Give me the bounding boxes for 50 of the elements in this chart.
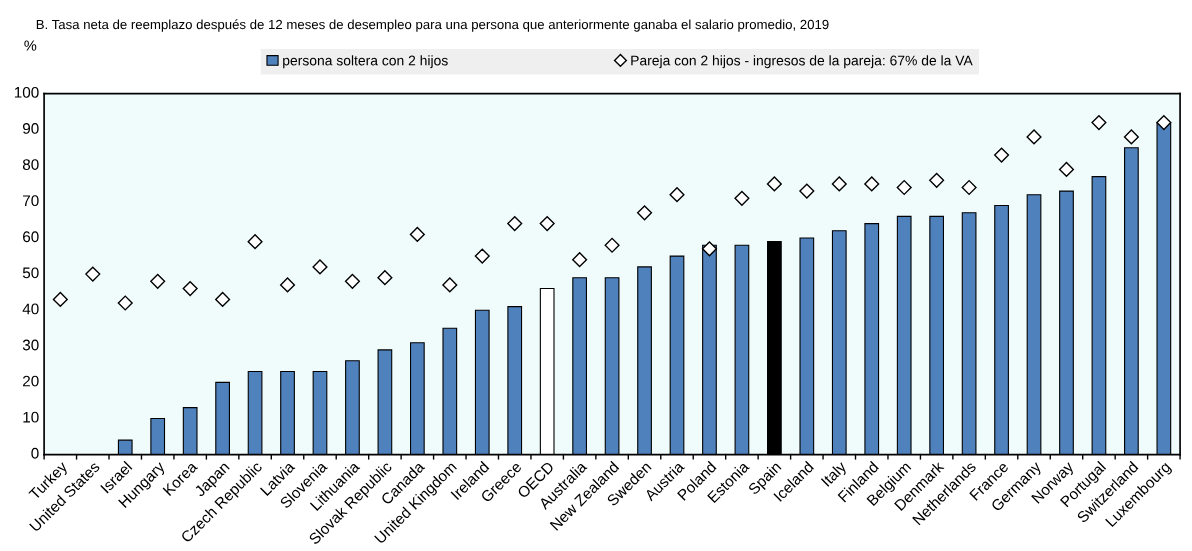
- point: [150, 273, 166, 289]
- y-tick-label: 70: [23, 195, 39, 207]
- point: [1091, 114, 1107, 131]
- y-tick-label: 20: [23, 375, 39, 387]
- point: [766, 176, 782, 192]
- point: [474, 248, 490, 264]
- point: [247, 234, 263, 250]
- point: [993, 147, 1010, 163]
- point: [929, 172, 945, 188]
- y-axis-title: %: [24, 40, 37, 51]
- y-tick-label: 40: [22, 303, 39, 315]
- y-tick-label: 90: [22, 123, 39, 134]
- y-tick-label: 30: [22, 339, 39, 351]
- y-tick-label: 100: [14, 86, 39, 98]
- legend-label: Pareja con 2 hijos - ingresos de la pareja: 67% de la VA: [631, 55, 973, 69]
- point: [1156, 114, 1172, 131]
- y-tick-label: 80: [22, 159, 39, 170]
- point: [604, 237, 620, 253]
- point: [1123, 129, 1139, 145]
- point: [377, 270, 393, 286]
- point: [279, 277, 296, 293]
- y-tick-label: 10: [23, 411, 39, 423]
- y-tick-label: 50: [22, 267, 39, 279]
- point: [1058, 161, 1075, 178]
- point: [572, 252, 588, 268]
- point: [734, 190, 750, 206]
- legend-label: persona soltera con 2 hijos: [283, 55, 448, 69]
- point: [864, 176, 880, 192]
- point: [669, 187, 685, 203]
- point: [507, 216, 523, 232]
- point: [539, 216, 555, 232]
- point: [85, 266, 101, 282]
- point: [409, 226, 425, 242]
- y-tick-label: 0: [31, 447, 39, 459]
- point: [799, 183, 815, 199]
- point: [701, 241, 718, 257]
- y-tick-label: 60: [23, 231, 39, 243]
- point: [442, 277, 458, 293]
- point: [896, 179, 912, 196]
- point: [117, 295, 133, 311]
- point: [961, 179, 977, 196]
- point: [52, 291, 68, 307]
- point: [312, 259, 328, 275]
- point: [344, 273, 361, 289]
- point: [1026, 129, 1042, 145]
- point: [636, 205, 653, 221]
- chart-title: B. Tasa neta de reemplazo después de 12 meses de desempleo para una persona que anteriormente ganaba el salario promedio, 2019: [36, 19, 829, 32]
- point: [182, 280, 198, 297]
- point: [215, 291, 231, 307]
- point: [831, 176, 847, 192]
